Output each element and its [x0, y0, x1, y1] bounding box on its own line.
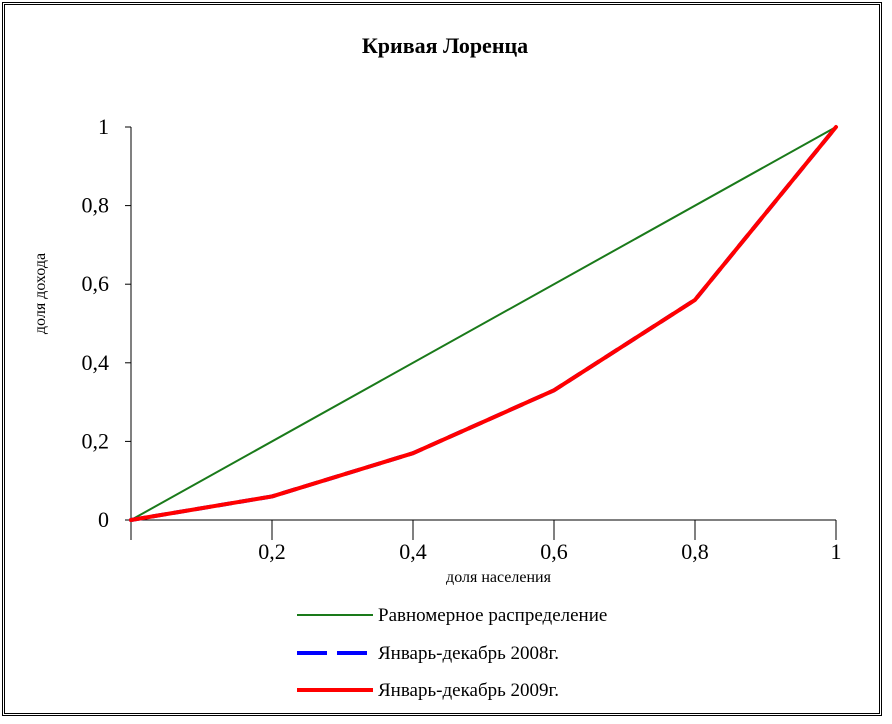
x-axis-title: доля населения [446, 569, 552, 586]
chart-title: Кривая Лоренца [361, 33, 529, 58]
series-line-1 [130, 126, 837, 521]
tick-labels: 0 0,2 0,4 0,6 0,8 1 0,2 0,4 0,6 0,8 1 [82, 114, 842, 564]
x-tick-label: 0,8 [681, 539, 709, 564]
legend-label-3: Январь-декабрь 2009г. [378, 680, 559, 701]
y-axis-title: доля дохода [32, 253, 49, 334]
legend-label-2: Январь-декабрь 2008г. [378, 643, 559, 664]
legend: Равномерное распределение Январь-декабрь … [297, 605, 607, 701]
y-tick-label: 0,4 [82, 350, 110, 375]
legend-label-1: Равномерное распределение [378, 605, 607, 626]
y-tick-label: 1 [98, 114, 109, 139]
x-tick-label: 0,4 [399, 539, 427, 564]
x-tick-label: 0,2 [258, 539, 286, 564]
chart-frame: Кривая Лоренца [2, 2, 882, 716]
axes [125, 126, 837, 540]
series-layer [129, 125, 838, 522]
y-tick-label: 0,2 [82, 428, 110, 453]
y-tick-label: 0 [98, 507, 109, 532]
y-tick-label: 0,8 [82, 193, 110, 218]
y-tick-label: 0,6 [82, 271, 110, 296]
series-line-3 [129, 125, 838, 522]
x-tick-label: 1 [831, 539, 842, 564]
x-tick-label: 0,6 [540, 539, 568, 564]
